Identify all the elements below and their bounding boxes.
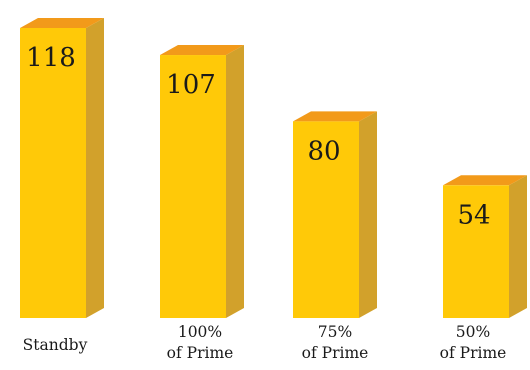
bar-front-face (443, 185, 509, 318)
bar-value-label: 80 (307, 136, 340, 166)
category-label-2: 100% of Prime (167, 323, 234, 362)
category-label-4: 50% of Prime (440, 323, 507, 362)
bar-side-face (359, 111, 377, 318)
bar-2: 107 (160, 45, 244, 318)
bar-front-face (293, 121, 359, 318)
bar-front-face (20, 28, 86, 318)
bar-3: 80 (293, 111, 377, 318)
category-label-1: Standby (23, 336, 88, 354)
category-label-3: 75% of Prime (302, 323, 369, 362)
bar-top-face (20, 18, 104, 29)
bar-side-face (509, 175, 527, 318)
bar-top-face (293, 111, 377, 122)
bar-front-face (160, 55, 226, 318)
bar-value-label: 54 (457, 200, 490, 230)
bars: 118 107 80 54 (20, 18, 527, 318)
bar-value-label: 118 (26, 43, 76, 73)
bar-side-face (226, 45, 244, 318)
category-labels: Standby 100% of Prime 75% of Prime 50% of Prim… (23, 323, 507, 362)
bar-top-face (443, 175, 527, 186)
bar-1: 118 (20, 18, 104, 318)
bar-side-face (86, 18, 104, 318)
bar-top-face (160, 45, 244, 56)
bar-4: 54 (443, 175, 527, 318)
bar-value-label: 107 (166, 70, 216, 100)
